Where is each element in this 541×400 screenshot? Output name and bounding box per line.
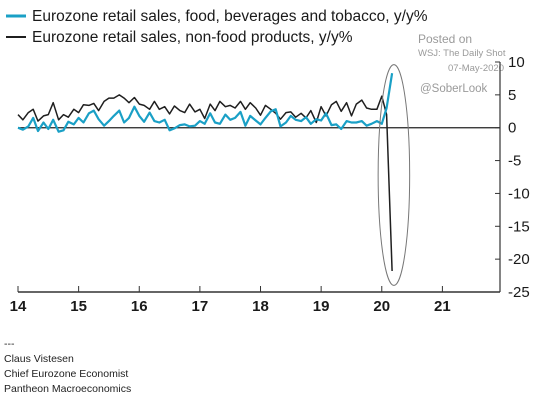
y-tick-label: -15 xyxy=(508,218,530,235)
x-tick-label: 16 xyxy=(131,298,148,315)
watermark-posted-on: Posted on xyxy=(418,32,472,46)
series-line-nonfood xyxy=(17,94,393,272)
legend: Eurozone retail sales, food, beverages a… xyxy=(6,8,428,46)
y-tick-label: 5 xyxy=(508,87,516,104)
x-tick-label: 14 xyxy=(10,298,27,315)
x-ticks: 14 15 16 17 18 19 20 21 xyxy=(10,286,451,315)
x-tick-label: 19 xyxy=(313,298,330,315)
x-tick-label: 18 xyxy=(252,298,269,315)
series-line-food xyxy=(17,73,394,133)
watermark-handle: @SoberLook xyxy=(420,83,488,95)
y-ticks: 10 5 0 -5 -10 -15 -20 -25 xyxy=(495,54,530,301)
watermark: Posted on WSJ: The Daily Shot 07-May-202… xyxy=(418,32,506,95)
x-tick-label: 17 xyxy=(192,298,209,315)
y-tick-label: 10 xyxy=(508,54,525,71)
y-tick-label: -5 xyxy=(508,153,521,170)
watermark-date: 07-May-2020 xyxy=(448,63,504,74)
legend-label-food: Eurozone retail sales, food, beverages a… xyxy=(32,8,428,25)
x-tick-label: 20 xyxy=(373,298,390,315)
y-tick-label: -10 xyxy=(508,185,530,202)
watermark-source: WSJ: The Daily Shot xyxy=(418,48,506,59)
footer-role: Chief Eurozone Economist xyxy=(4,368,129,380)
footer-author: Claus Vistesen xyxy=(4,353,74,365)
footer-org: Pantheon Macroeconomics xyxy=(4,383,132,395)
annotation-ellipse xyxy=(377,64,411,286)
y-tick-label: -20 xyxy=(508,251,530,268)
legend-label-nonfood: Eurozone retail sales, non-food products… xyxy=(32,29,353,46)
y-tick-label: 0 xyxy=(508,120,516,137)
footer: --- Claus Vistesen Chief Eurozone Econom… xyxy=(4,337,131,397)
footer-separator: --- xyxy=(4,338,15,350)
x-tick-label: 15 xyxy=(70,298,87,315)
x-tick-label: 21 xyxy=(434,298,451,315)
y-tick-label: -25 xyxy=(508,284,530,301)
